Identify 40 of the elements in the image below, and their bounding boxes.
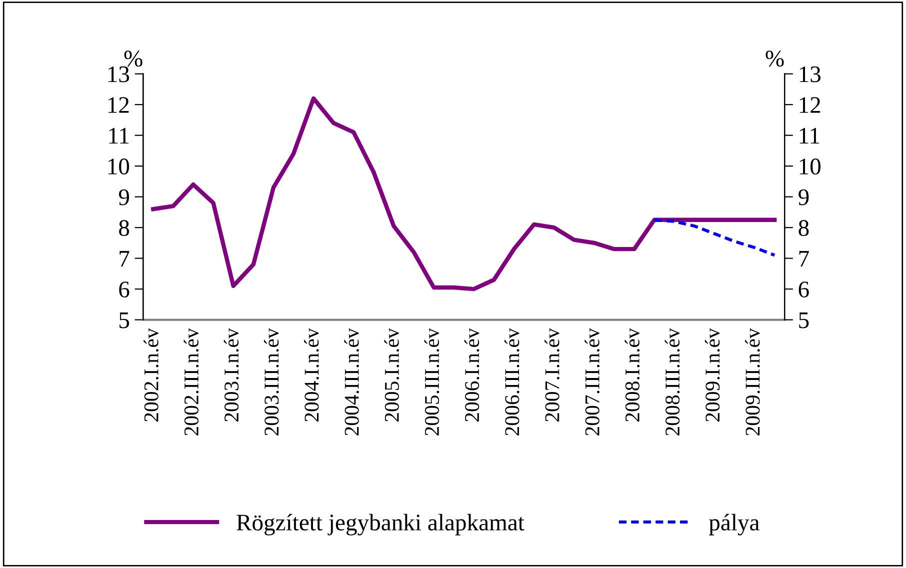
y2-tick-label: 10 [800, 158, 820, 174]
y2-tick-label: 11 [800, 128, 820, 144]
x-tick-label: 2005.I.n.év [384, 328, 400, 422]
y-tick-label: 9 [118, 189, 129, 206]
x-tick-label: 2004.I.n.év [304, 328, 319, 422]
y-tick-label: 11 [109, 128, 129, 144]
x-tick-label: 2006.III.n.év [504, 328, 520, 436]
y-tick-label: 7 [120, 251, 130, 266]
y2-tick-label: 6 [798, 282, 809, 298]
line-series [652, 218, 776, 257]
x-tick-label: 2002.I.n.év [144, 328, 158, 422]
y2-tick-label: 9 [798, 189, 809, 206]
y-axis-title: % [124, 50, 142, 67]
x-tick-label: 2003.III.n.év [264, 328, 279, 436]
y2-tick-label: 7 [799, 251, 809, 266]
legend-label: Rögzített jegybanki alapkamat [236, 514, 524, 536]
line-series [151, 96, 777, 292]
y-tick-label: 6 [119, 282, 130, 298]
x-tick-label: 2007.I.n.év [544, 328, 560, 422]
x-tick-label: 2004.III.n.év [344, 328, 359, 436]
y-tick-label: 5 [120, 312, 130, 328]
y-tick-label: 10 [108, 158, 130, 174]
x-tick-label: 2008.III.n.év [664, 328, 680, 436]
x-tick-label: 2002.III.n.év [184, 328, 199, 436]
x-tick-label: 2003.I.n.év [224, 328, 239, 422]
y2-tick-label: 5 [799, 312, 809, 328]
x-tick-label: 2008.I.n.év [624, 328, 640, 422]
y-tick-label: 13 [108, 66, 130, 82]
y-tick-label: 12 [108, 97, 129, 113]
x-tick-label: 2005.III.n.év [424, 328, 440, 436]
x-tick-label: 2009.III.n.év [745, 328, 760, 436]
y2-tick-label: 8 [798, 220, 809, 236]
y2-tick-label: 12 [800, 97, 820, 113]
y2-tick-label: 13 [800, 66, 820, 82]
y-tick-label: 8 [119, 220, 130, 236]
x-tick-label: 2006.I.n.év [464, 328, 480, 422]
y2-axis-title: % [766, 50, 784, 67]
x-tick-label: 2009.I.n.év [704, 328, 720, 422]
x-tick-label: 2007.III.n.év [584, 328, 600, 436]
legend-label: pálya [709, 514, 760, 536]
